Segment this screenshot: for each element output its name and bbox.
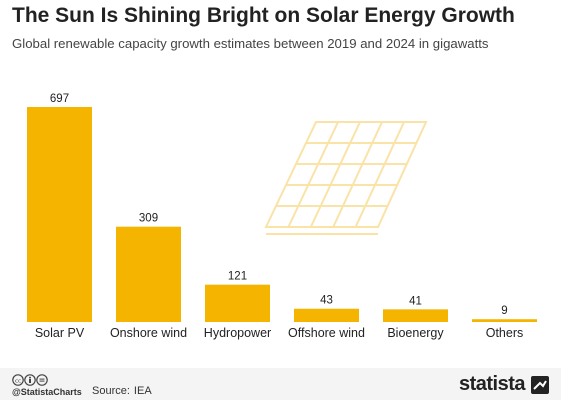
bar-solar-pv — [27, 107, 92, 322]
source-label: Source: — [92, 385, 130, 397]
value-label: 121 — [228, 271, 247, 283]
bar-onshore-wind — [116, 226, 181, 322]
bar-chart: 697 309 121 43 41 9 Solar PV Onshore wind Hydro… — [27, 93, 537, 340]
value-label: 697 — [50, 93, 69, 105]
bar-bioenergy — [383, 309, 448, 322]
statista-logo: statista — [458, 373, 526, 395]
chart-subtitle: Global renewable capacity growth estimat… — [12, 36, 489, 51]
bar-hydropower — [205, 284, 270, 322]
solar-panel-illustration-icon — [264, 121, 428, 235]
value-label: 41 — [409, 295, 422, 307]
source-value: IEA — [133, 385, 152, 397]
chart-title: The Sun Is Shining Bright on Solar Energ… — [12, 4, 515, 27]
category-label: Offshore wind — [288, 326, 365, 340]
bar-offshore-wind — [294, 308, 359, 322]
svg-text:cc: cc — [15, 378, 21, 384]
statista-logo-icon — [531, 376, 549, 394]
bar-others — [472, 319, 537, 322]
category-label: Bioenergy — [387, 326, 444, 340]
creative-commons-icon: cc — [12, 374, 48, 386]
category-label: Hydropower — [204, 326, 271, 340]
value-label: 309 — [139, 213, 158, 225]
value-label: 9 — [501, 305, 507, 317]
category-label: Onshore wind — [110, 326, 187, 340]
footer: cc @StatistaCharts Source: IEA statista — [0, 368, 561, 400]
value-label: 43 — [320, 295, 333, 307]
category-label: Others — [486, 326, 524, 340]
source-note: Source: IEA — [92, 385, 152, 397]
statista-charts-handle: @StatistaCharts — [12, 387, 82, 397]
category-label: Solar PV — [35, 326, 85, 340]
